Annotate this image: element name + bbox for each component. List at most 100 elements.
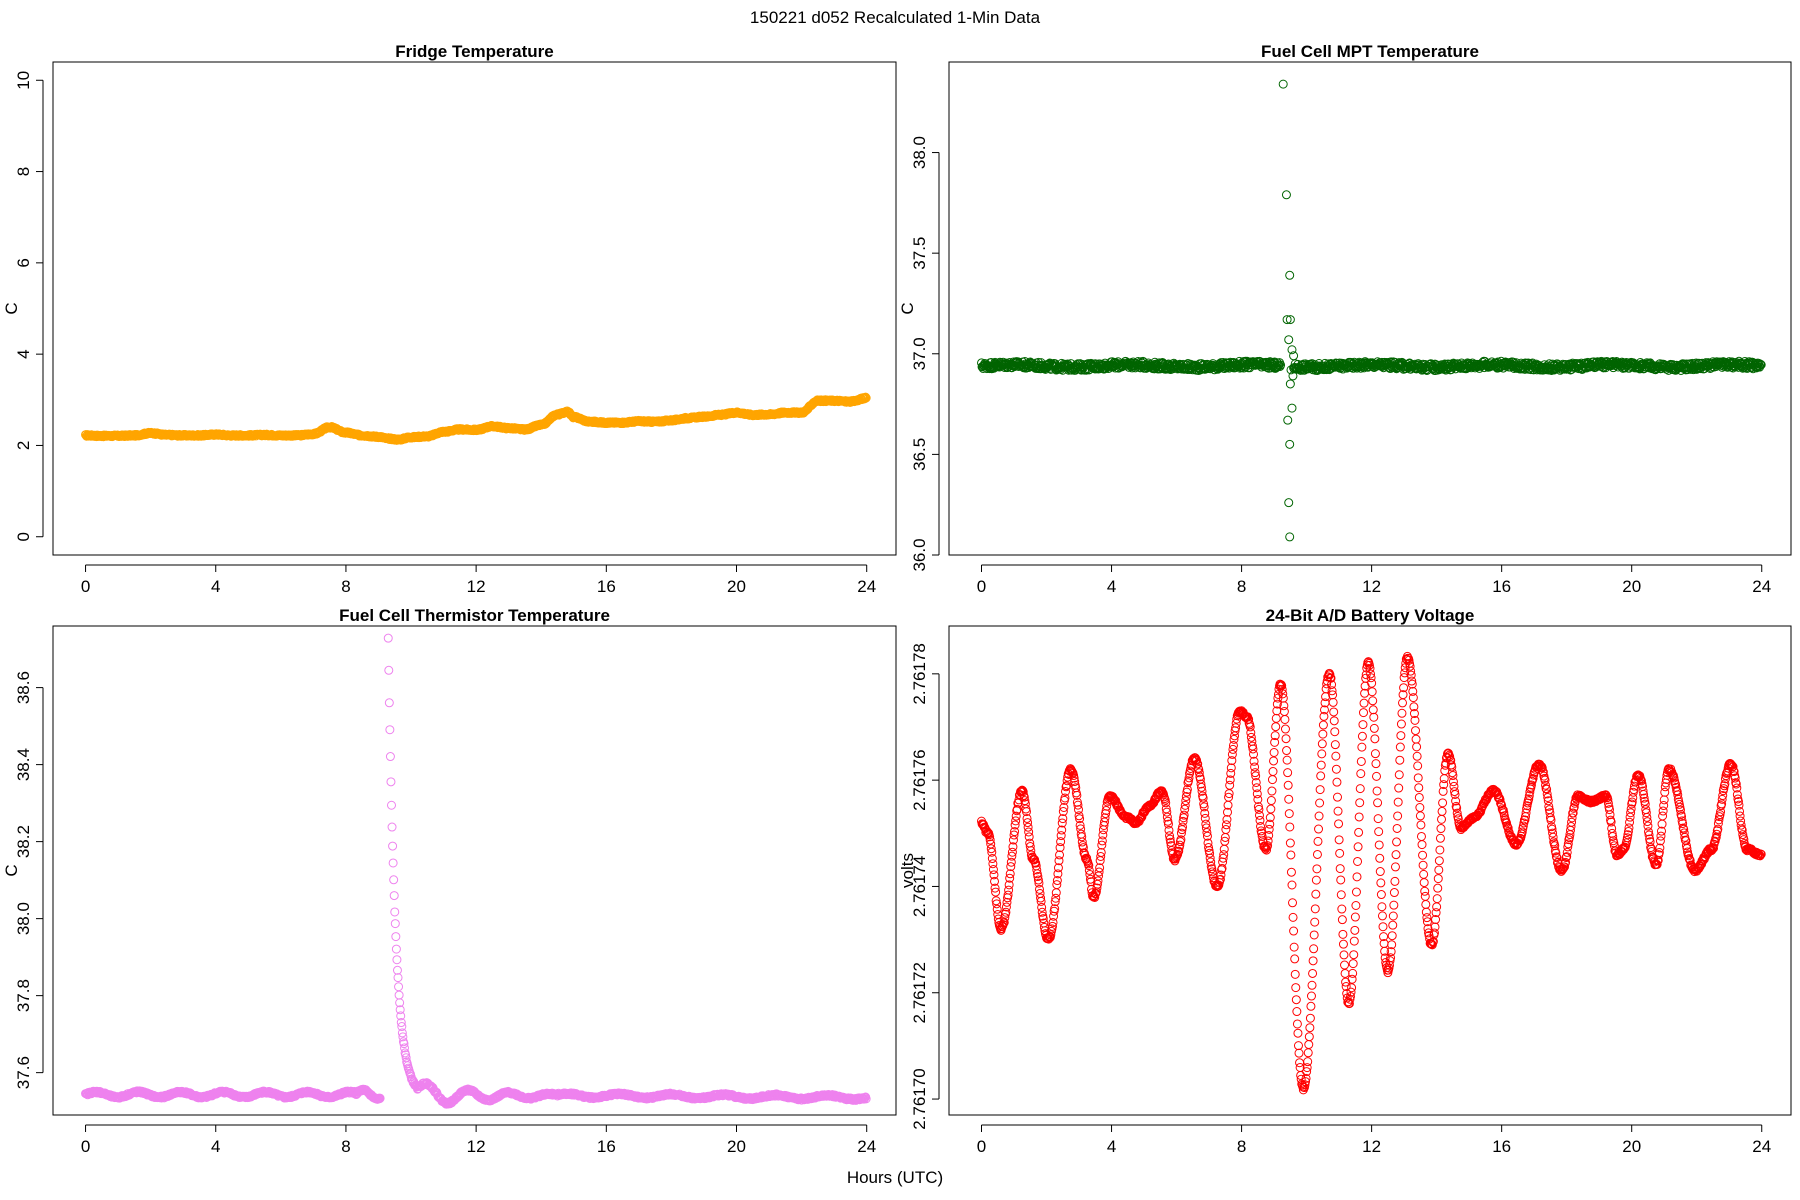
data-point <box>1280 714 1290 724</box>
data-point <box>1271 363 1281 373</box>
y-axis-label: C <box>2 302 21 314</box>
data-point <box>394 990 404 1000</box>
data-point <box>391 944 401 954</box>
x-tick-label: 4 <box>211 577 220 596</box>
data-point <box>385 752 395 762</box>
data-point <box>390 907 400 917</box>
x-tick-label: 4 <box>211 1137 220 1156</box>
x-tick-label: 4 <box>1107 1137 1116 1156</box>
data-point <box>861 393 871 403</box>
data-point <box>383 633 393 643</box>
x-tick-label: 24 <box>1752 577 1771 596</box>
data-point <box>1278 79 1288 89</box>
data-point <box>1285 532 1295 542</box>
x-tick-label: 12 <box>467 577 486 596</box>
x-tick-label: 12 <box>467 1137 486 1156</box>
plot-frame <box>948 625 1792 1116</box>
data-point <box>1284 794 1294 804</box>
x-tick-label: 12 <box>1362 577 1381 596</box>
y-tick-label: 37.5 <box>910 237 929 270</box>
data-point <box>1265 357 1275 367</box>
y-axis-label: C <box>898 302 917 314</box>
x-tick-label: 12 <box>1362 1137 1381 1156</box>
data-point <box>1269 756 1279 766</box>
panel-title: Fuel Cell MPT Temperature <box>1261 42 1479 61</box>
y-tick-label: 2.76178 <box>910 643 929 704</box>
y-tick-label: 6 <box>14 258 33 267</box>
data-point <box>1284 335 1294 345</box>
data-point <box>1284 809 1294 819</box>
data-point <box>1055 850 1065 860</box>
data-point <box>1051 888 1061 898</box>
data-point <box>394 982 404 992</box>
y-axis-label: C <box>2 864 21 876</box>
data-point <box>387 822 397 832</box>
data-point <box>389 875 399 885</box>
y-tick-label: 38.0 <box>910 136 929 169</box>
data-point <box>392 965 402 975</box>
x-tick-label: 8 <box>1237 577 1246 596</box>
y-tick-label: 2.76176 <box>910 749 929 810</box>
panel-title: 24-Bit A/D Battery Voltage <box>1266 606 1475 625</box>
data-point <box>1219 844 1229 854</box>
data-point <box>384 665 394 675</box>
y-tick-label: 37.8 <box>14 979 33 1012</box>
data-point <box>388 858 398 868</box>
data-point <box>1268 767 1278 776</box>
data-point <box>393 973 403 983</box>
data-point <box>1149 364 1159 374</box>
plot-frame <box>948 61 1792 556</box>
data-point <box>1276 360 1286 370</box>
y-tick-label: 2.76174 <box>910 856 929 917</box>
y-tick-label: 2.76170 <box>910 1068 929 1129</box>
data-point <box>1285 270 1295 280</box>
data-point <box>1283 780 1293 790</box>
x-tick-label: 0 <box>977 1137 986 1156</box>
x-tick-label: 20 <box>727 1137 746 1156</box>
y-tick-label: 2.76172 <box>910 962 929 1023</box>
y-tick-label: 37.6 <box>14 1056 33 1089</box>
x-tick-label: 20 <box>727 577 746 596</box>
data-point <box>1280 724 1290 734</box>
data-point <box>387 800 396 810</box>
plot-frame <box>52 625 897 1116</box>
data-points <box>977 651 1766 1095</box>
data-point <box>388 841 398 851</box>
x-tick-label: 16 <box>1492 1137 1511 1156</box>
y-tick-label: 38.2 <box>14 825 33 858</box>
data-points <box>81 392 871 445</box>
data-point <box>1271 722 1281 732</box>
data-point <box>1282 755 1292 765</box>
data-point <box>384 698 394 708</box>
data-point <box>392 955 402 965</box>
y-tick-label: 8 <box>14 167 33 176</box>
x-tick-label: 0 <box>977 577 986 596</box>
data-point <box>1282 746 1292 756</box>
data-point <box>1285 379 1295 389</box>
data-points <box>81 633 871 1109</box>
x-tick-label: 4 <box>1107 577 1116 596</box>
data-point <box>1279 707 1289 717</box>
data-point <box>1222 815 1232 824</box>
x-tick-label: 16 <box>597 577 616 596</box>
x-tick-label: 8 <box>341 1137 350 1156</box>
x-tick-label: 0 <box>81 577 90 596</box>
y-tick-label: 38.0 <box>14 902 33 935</box>
data-point <box>1285 439 1295 449</box>
panel-title: Fridge Temperature <box>395 42 553 61</box>
data-point <box>1266 796 1276 806</box>
data-points <box>977 79 1766 542</box>
y-tick-label: 2 <box>14 441 33 450</box>
panel-title: Fuel Cell Thermistor Temperature <box>339 606 610 625</box>
data-point <box>1284 498 1294 508</box>
data-point <box>1269 748 1279 757</box>
x-tick-label: 8 <box>341 577 350 596</box>
data-point <box>389 891 399 901</box>
data-point <box>391 932 401 942</box>
figure-suptitle: 150221 d052 Recalculated 1-Min Data <box>750 8 1041 27</box>
